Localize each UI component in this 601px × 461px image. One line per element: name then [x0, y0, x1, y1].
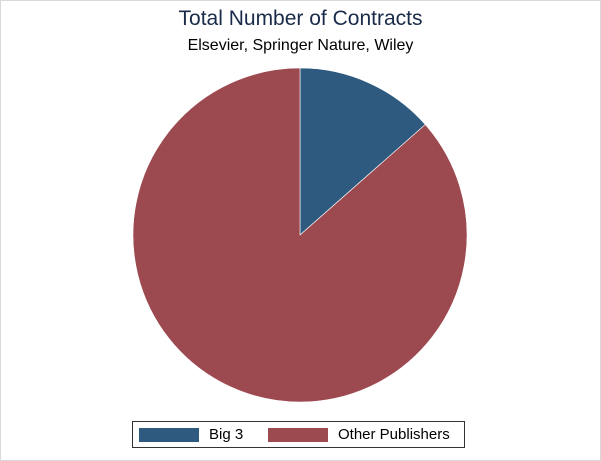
legend-label-other-publishers: Other Publishers: [338, 426, 450, 443]
chart-title: Total Number of Contracts: [178, 7, 423, 30]
legend-swatch-big-3: [139, 427, 199, 442]
legend-swatch-other-publishers: [268, 427, 328, 442]
chart-subtitle: Elsevier, Springer Nature, Wiley: [187, 37, 414, 54]
pie-slice-other-publishers: [132, 67, 468, 403]
pie-slice-big-3: [299, 67, 426, 236]
legend-label-big-3: Big 3: [209, 426, 244, 443]
chart-legend: Big 3 Other Publishers: [132, 421, 465, 448]
legend-item-other-publishers: Other Publishers: [268, 422, 450, 447]
legend-item-big-3: Big 3: [139, 422, 243, 447]
